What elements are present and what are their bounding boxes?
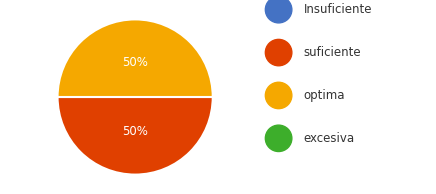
Circle shape bbox=[266, 39, 292, 66]
Text: 50%: 50% bbox=[122, 55, 148, 69]
Text: Insuficiente: Insuficiente bbox=[303, 3, 372, 16]
Circle shape bbox=[266, 125, 292, 152]
Wedge shape bbox=[58, 19, 213, 97]
Text: suficiente: suficiente bbox=[303, 46, 361, 59]
Circle shape bbox=[266, 0, 292, 23]
Wedge shape bbox=[58, 97, 213, 175]
Circle shape bbox=[266, 82, 292, 109]
Text: excesiva: excesiva bbox=[303, 132, 354, 145]
Text: 50%: 50% bbox=[122, 125, 148, 139]
Text: optima: optima bbox=[303, 89, 345, 102]
